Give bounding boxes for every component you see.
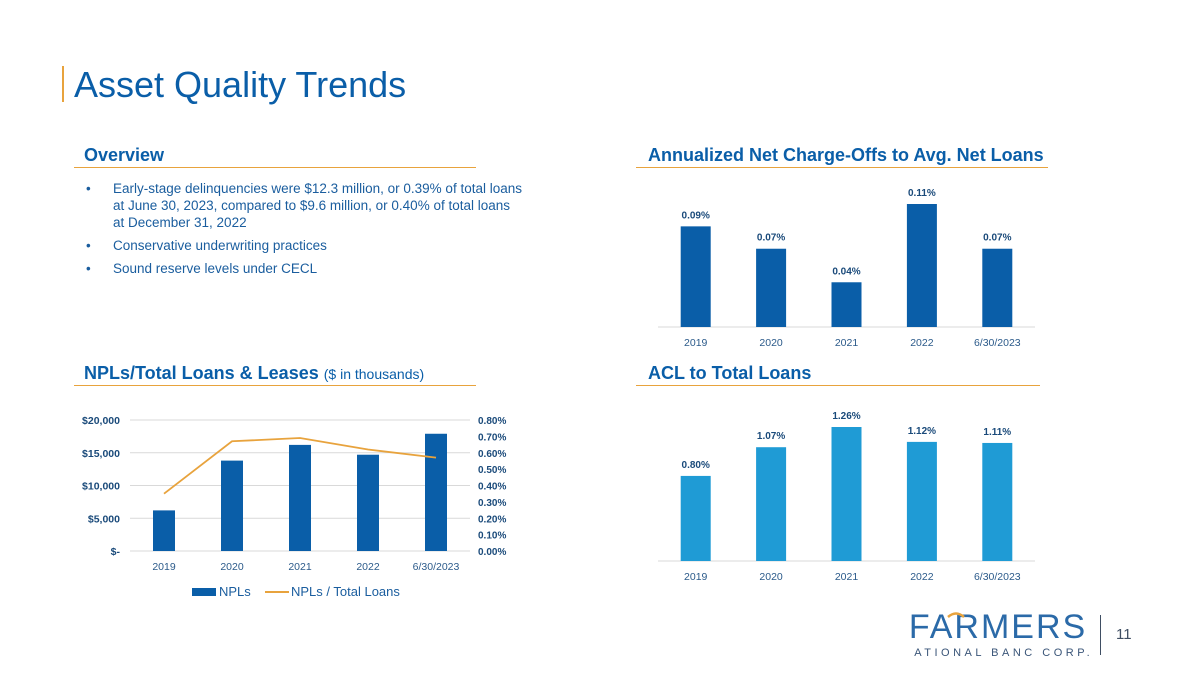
logo-wordmark: FARMERS [910,608,1087,646]
bar [831,427,862,561]
y-left-tick-label: $5,000 [88,513,120,525]
bar [357,454,379,551]
data-label: 1.26% [832,411,860,422]
bar [756,248,787,327]
bar [982,248,1013,327]
x-tick-label: 2021 [835,571,859,583]
acl-heading: ACL to Total Loans [648,363,812,383]
data-label: 1.12% [908,426,936,437]
nco-heading: Annualized Net Charge-Offs to Avg. Net L… [648,145,1044,165]
x-tick-label: 2020 [759,337,783,349]
x-tick-label: 6/30/2023 [974,571,1021,583]
farmers-logo: FARMERS NATIONAL BANC CORP. [910,608,1090,659]
acl-rule [636,385,1040,386]
legend-label: NPLs [219,584,251,599]
y-right-tick-label: 0.40% [478,482,506,493]
acl-chart: 0.80% 2019 1.07% 2020 1.26% 2021 1.12% 2022 1.11… [658,411,1035,583]
npl-heading-sub: ($ in thousands) [323,366,425,382]
title-accent-bar [62,66,64,102]
bar [289,444,311,551]
data-label: 0.07% [757,233,785,244]
y-right-tick-label: 0.50% [478,465,506,476]
y-right-tick-label: 0.80% [478,416,506,427]
overview-bullet: Early-stage delinquencies were $12.3 mil… [84,180,524,231]
bar [221,460,243,551]
x-tick-label: 6/30/2023 [974,337,1021,349]
data-label: 0.04% [832,266,860,277]
bar [906,441,937,561]
y-right-tick-label: 0.30% [478,498,506,509]
y-left-tick-label: $- [111,546,121,558]
bar [680,226,711,327]
data-label: 0.11% [908,188,936,199]
x-tick-label: 2019 [152,561,176,573]
y-right-tick-label: 0.10% [478,531,506,542]
bar [680,475,711,561]
legend-swatch-bar [192,588,216,596]
y-left-tick-label: $10,000 [82,481,120,493]
npl-rule [74,385,476,386]
series-line [163,437,437,495]
x-tick-label: 2022 [910,571,934,583]
x-tick-label: 6/30/2023 [413,561,460,573]
x-tick-label: 2021 [835,337,859,349]
overview-bullets: Early-stage delinquencies were $12.3 mil… [84,180,524,283]
overview-heading: Overview [84,145,165,165]
x-tick-label: 2021 [288,561,312,573]
overview-rule [74,167,476,168]
overview-bullet: Sound reserve levels under CECL [84,260,524,277]
npl-heading: NPLs/Total Loans & Leases ($ in thousand… [84,363,424,384]
x-tick-label: 2020 [759,571,783,583]
data-label: 0.80% [682,460,710,471]
bar [982,442,1013,561]
y-right-tick-label: 0.70% [478,432,506,443]
logo-sun-arc-icon [947,612,965,618]
data-label: 0.09% [682,210,710,221]
y-right-tick-label: 0.20% [478,514,506,525]
bar [153,510,175,551]
y-left-tick-label: $15,000 [82,448,120,460]
data-label: 1.07% [757,431,785,442]
data-label: 0.07% [983,233,1011,244]
nco-chart: 0.09% 2019 0.07% 2020 0.04% 2021 0.11% 2022 0.07… [658,188,1035,349]
x-tick-label: 2019 [684,571,708,583]
data-label: 1.11% [983,427,1011,438]
y-left-tick-label: $20,000 [82,415,120,427]
x-tick-label: 2022 [356,561,380,573]
legend-label: NPLs / Total Loans [291,584,400,599]
x-tick-label: 2020 [220,561,244,573]
page-number: 11 [1116,626,1132,643]
bar [756,447,787,561]
x-tick-label: 2022 [910,337,934,349]
overview-bullet: Conservative underwriting practices [84,237,524,254]
page-number-divider [1100,615,1101,655]
page-title: Asset Quality Trends [74,64,407,105]
npl-heading-title: NPLs/Total Loans & Leases [84,363,319,383]
nco-rule [636,167,1048,168]
y-right-tick-label: 0.00% [478,547,506,558]
npl-chart: $- $5,000 $10,000 $15,000 $20,000 0.00% 0.10% 0… [82,415,506,599]
bar [831,282,862,327]
bar [906,204,937,327]
x-tick-label: 2019 [684,337,708,349]
logo-tagline: NATIONAL BANC CORP. [910,647,1090,659]
y-right-tick-label: 0.60% [478,449,506,460]
bar [425,433,447,551]
